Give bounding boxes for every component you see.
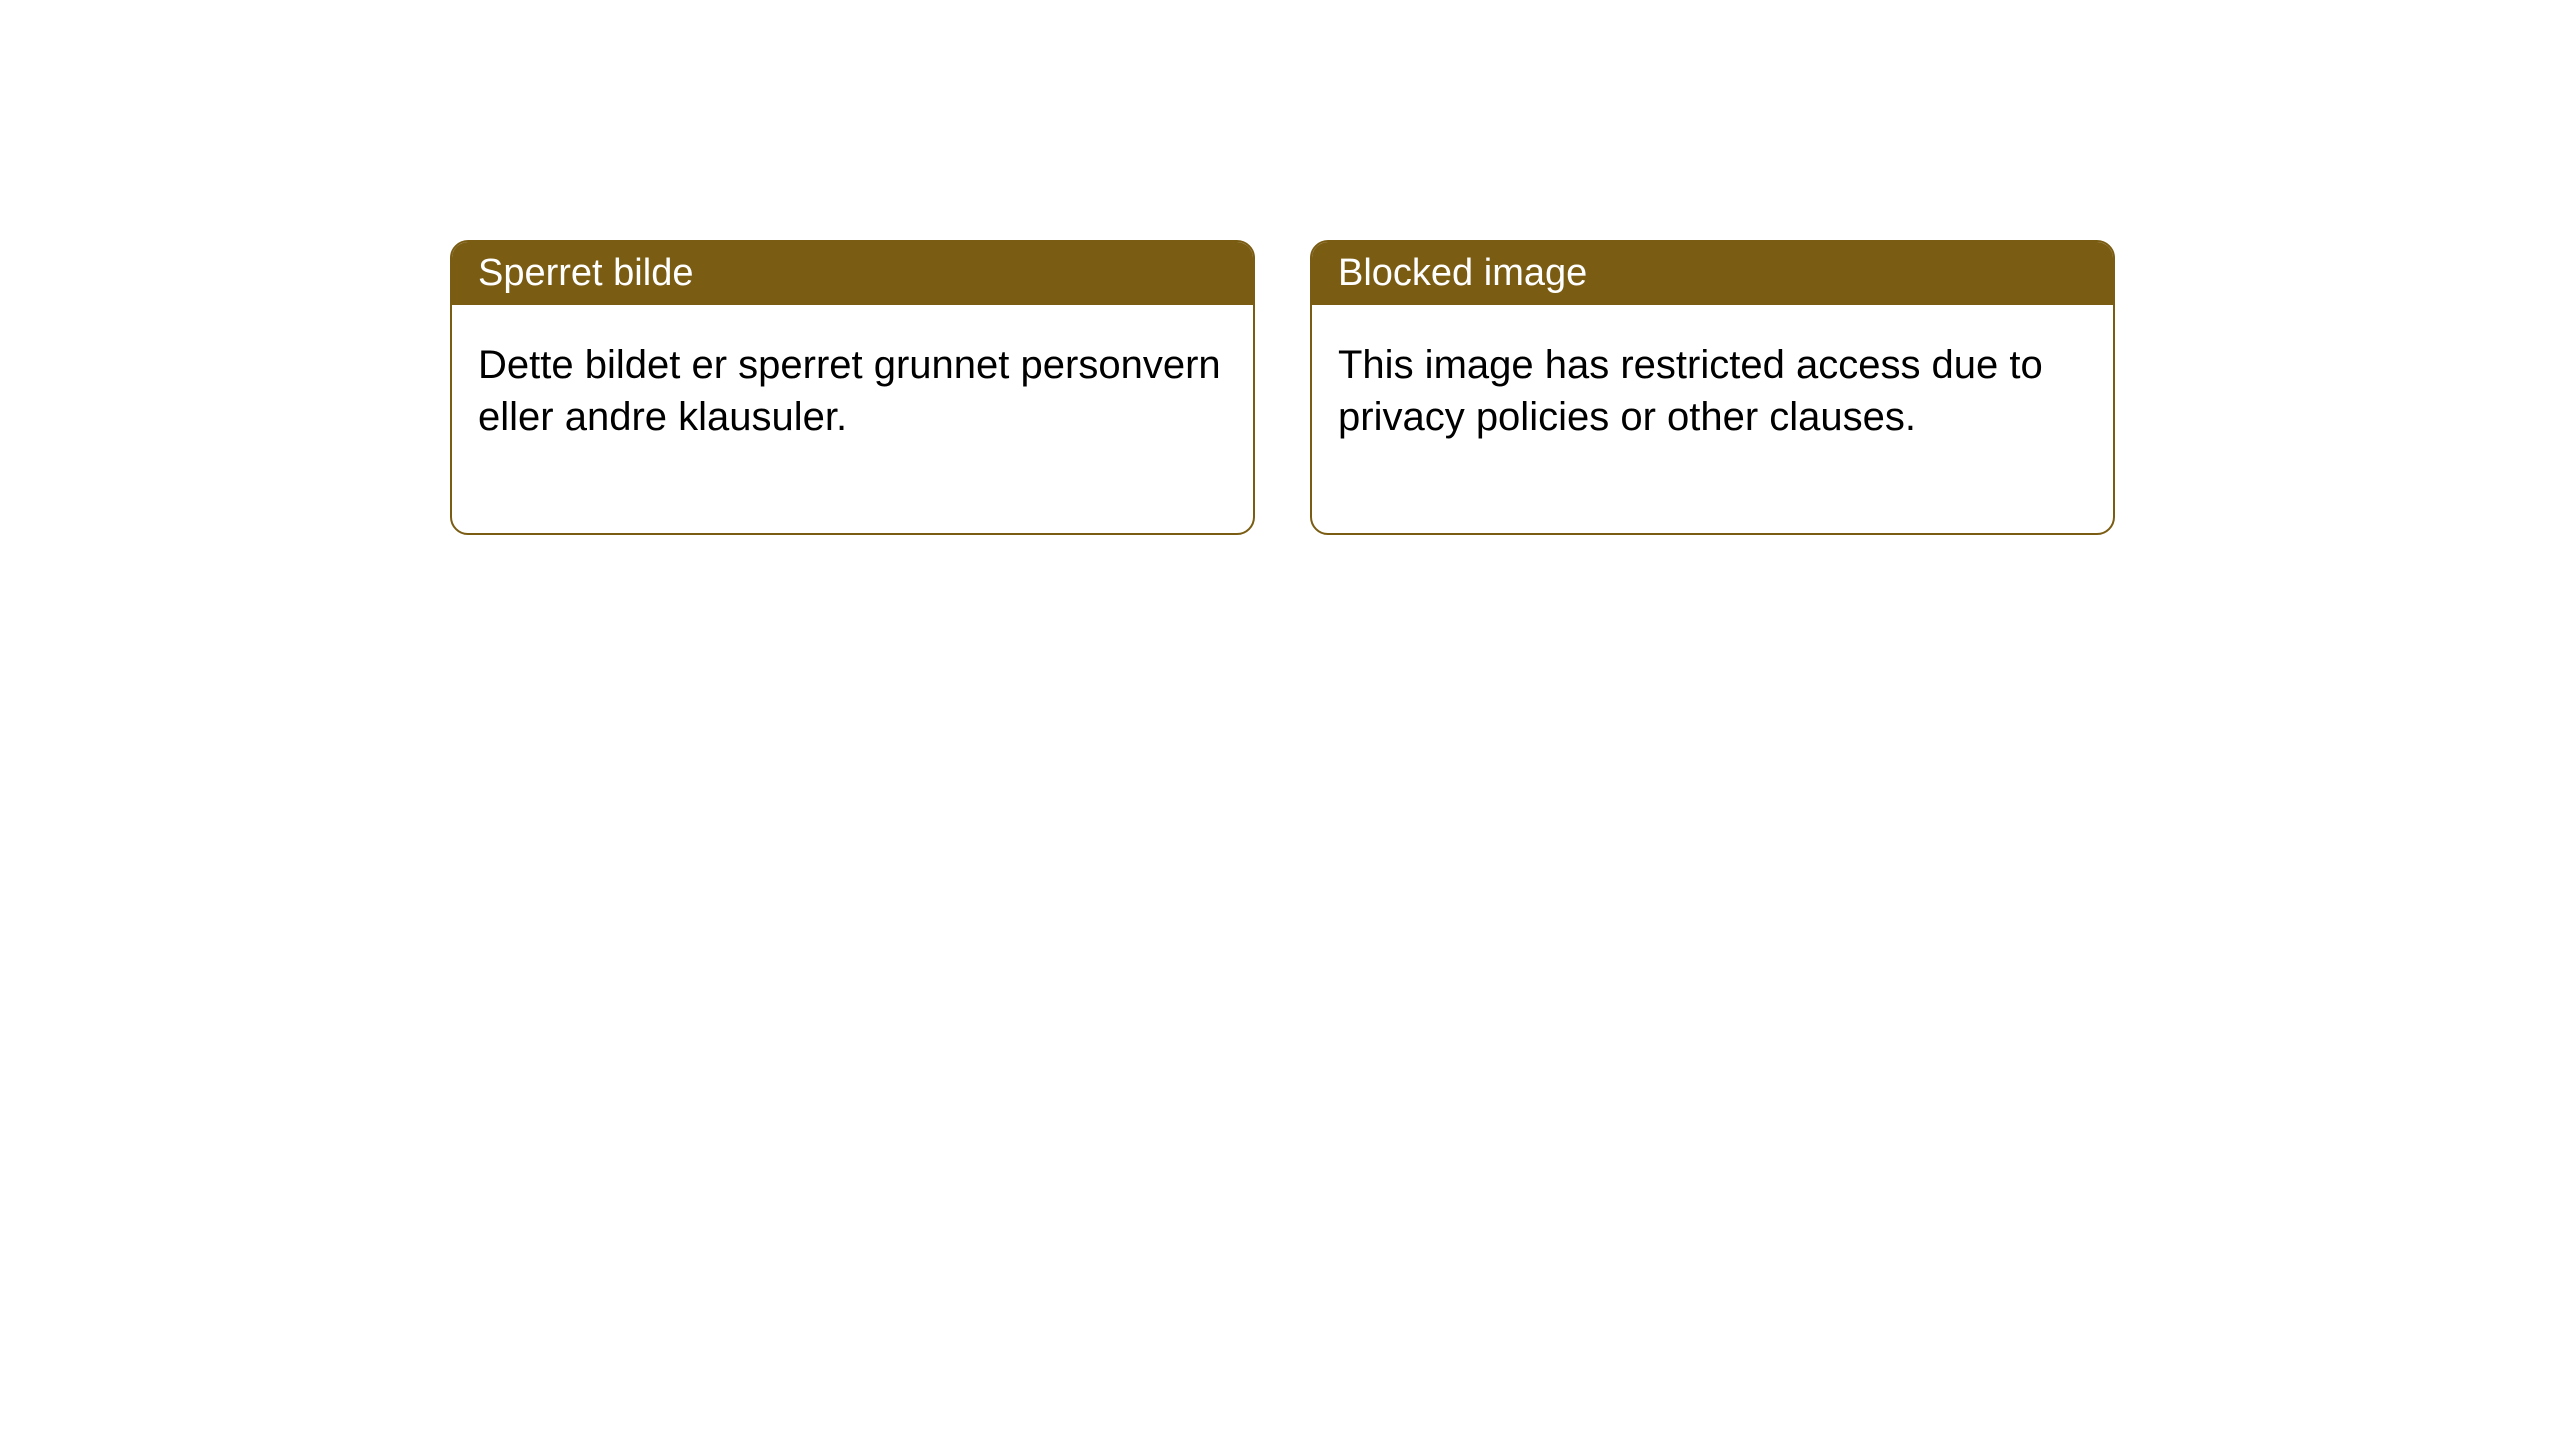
notice-card-title: Blocked image [1338,252,1587,294]
notice-card-norwegian: Sperret bilde Dette bildet er sperret gr… [450,240,1255,535]
notice-card-body: This image has restricted access due to … [1312,305,2113,533]
notice-card-header: Sperret bilde [452,242,1253,305]
notice-card-header: Blocked image [1312,242,2113,305]
notice-card-text: Dette bildet er sperret grunnet personve… [478,343,1221,439]
notice-cards-row: Sperret bilde Dette bildet er sperret gr… [450,240,2115,535]
notice-card-text: This image has restricted access due to … [1338,343,2043,439]
notice-card-body: Dette bildet er sperret grunnet personve… [452,305,1253,533]
notice-card-title: Sperret bilde [478,252,693,294]
notice-card-english: Blocked image This image has restricted … [1310,240,2115,535]
